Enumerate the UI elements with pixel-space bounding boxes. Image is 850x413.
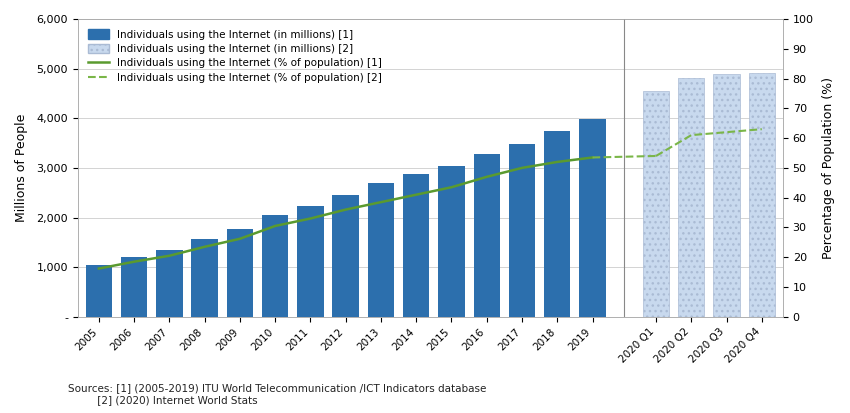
Individuals using the Internet (% of population) [2] <box>756 127 767 132</box>
Line: Individuals using the Internet (% of population) [2]: Individuals using the Internet (% of pop… <box>656 129 762 156</box>
Bar <box>439 166 465 317</box>
Individuals using the Internet (% of population) [1] <box>94 266 104 271</box>
Individuals using the Internet (% of population) [2] <box>651 154 661 159</box>
Individuals using the Internet (% of population) [1] <box>235 236 245 241</box>
Individuals using the Internet (% of population) [1] <box>411 192 422 197</box>
Individuals using the Internet (% of population) [1] <box>341 207 351 212</box>
Legend: Individuals using the Internet (in millions) [1], Individuals using the Internet: Individuals using the Internet (in milli… <box>83 24 388 88</box>
Individuals using the Internet (% of population) [1] <box>305 216 315 221</box>
Bar <box>368 183 394 317</box>
Y-axis label: Millions of People: Millions of People <box>15 114 28 222</box>
Bar <box>121 257 147 317</box>
Bar <box>191 239 218 317</box>
Bar <box>749 73 775 317</box>
Bar <box>86 265 112 317</box>
Bar <box>227 230 253 317</box>
Bar <box>156 250 183 317</box>
Bar <box>509 144 536 317</box>
Individuals using the Internet (% of population) [1] <box>552 159 563 164</box>
Bar <box>298 206 324 317</box>
Individuals using the Internet (% of population) [1] <box>164 253 174 258</box>
Bar <box>643 91 669 317</box>
Individuals using the Internet (% of population) [2] <box>686 133 696 138</box>
Individuals using the Internet (% of population) [1] <box>517 166 527 171</box>
Individuals using the Internet (% of population) [1] <box>129 259 139 264</box>
Individuals using the Internet (% of population) [1] <box>446 185 456 190</box>
Bar <box>473 154 500 317</box>
Line: Individuals using the Internet (% of population) [1]: Individuals using the Internet (% of pop… <box>99 157 592 268</box>
Individuals using the Internet (% of population) [1] <box>482 174 492 179</box>
Individuals using the Internet (% of population) [1] <box>376 199 386 204</box>
Bar <box>332 195 359 317</box>
Bar <box>403 174 429 317</box>
Bar <box>713 74 740 317</box>
Individuals using the Internet (% of population) [1] <box>587 155 598 160</box>
Text: Sources: [1] (2005-2019) ITU World Telecommunication /ICT Indicators database
  : Sources: [1] (2005-2019) ITU World Telec… <box>68 383 486 405</box>
Bar <box>678 78 705 317</box>
Individuals using the Internet (% of population) [1] <box>200 244 210 249</box>
Bar <box>580 119 606 317</box>
Bar <box>544 131 570 317</box>
Individuals using the Internet (% of population) [2] <box>722 130 732 135</box>
Y-axis label: Percentage of Population (%): Percentage of Population (%) <box>822 77 835 259</box>
Bar <box>262 215 288 317</box>
Individuals using the Internet (% of population) [1] <box>270 223 280 228</box>
